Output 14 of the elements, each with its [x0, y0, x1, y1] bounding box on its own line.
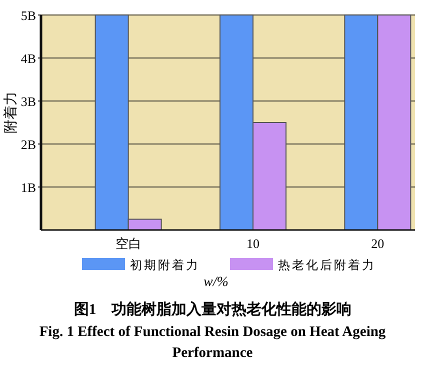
x-tick-label: 10	[246, 236, 260, 251]
legend-label: 热老化后附着力	[278, 258, 376, 272]
y-tick-label: 2B	[20, 137, 36, 152]
y-axis-title: 附着力	[3, 92, 19, 134]
legend-label: 初期附着力	[130, 258, 200, 272]
x-axis-title: w/%	[204, 275, 228, 290]
y-tick-label: 1B	[20, 180, 36, 195]
x-tick-label: 20	[371, 236, 384, 251]
y-tick-label: 5B	[20, 8, 36, 23]
y-tick-label: 4B	[20, 51, 36, 66]
y-tick-label: 3B	[20, 94, 36, 109]
text: 图1 功能树脂加入量对热老化性能的影响	[72, 300, 352, 319]
x-tick-label: 空白	[115, 236, 142, 251]
text: Fig. 1 Effect of Functional Resin Dosage on Heat Ageing Performance	[38, 323, 387, 363]
